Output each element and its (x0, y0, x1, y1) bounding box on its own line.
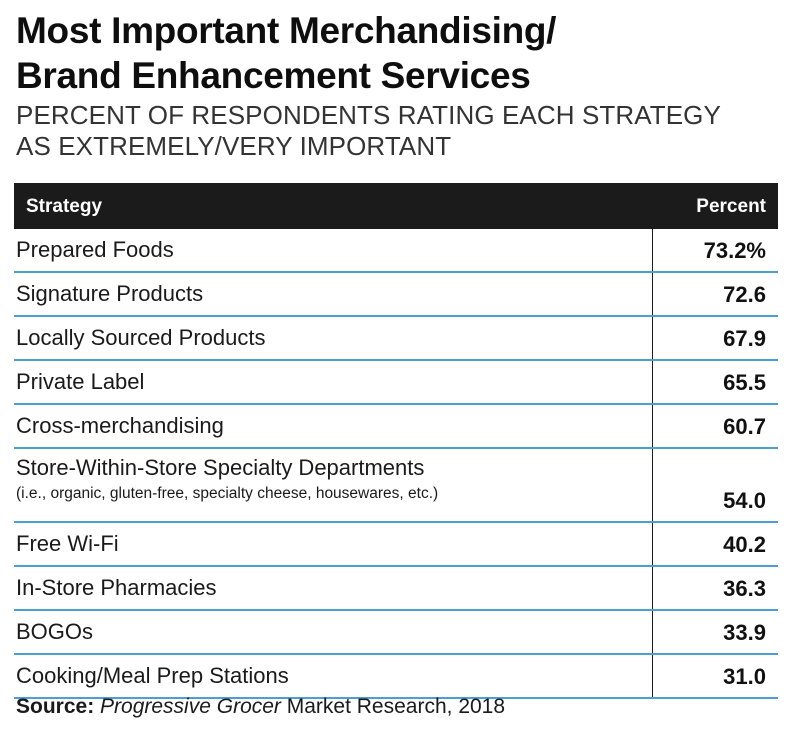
strategy-label: Cooking/Meal Prep Stations (16, 663, 289, 689)
title-line-2: Brand Enhancement Services (16, 55, 531, 96)
percent-value: 40.2 (723, 532, 766, 557)
table-row: Store-Within-Store Specialty Departments… (14, 449, 778, 523)
strategy-name: Cooking/Meal Prep Stations (16, 663, 289, 688)
subtitle-line-2: AS EXTREMELY/VERY IMPORTANT (16, 131, 452, 161)
percent-value: 54.0 (723, 488, 766, 513)
strategy-label: Prepared Foods (16, 237, 174, 263)
strategy-label: In-Store Pharmacies (16, 575, 217, 601)
table-row: Free Wi-Fi 40.2 (14, 523, 778, 567)
strategy-name: Prepared Foods (16, 237, 174, 262)
strategy-detail: (i.e., organic, gluten-free, specialty c… (16, 485, 439, 502)
column-divider (652, 229, 653, 699)
percent-value: 36.3 (723, 576, 766, 601)
table-row: BOGOs 33.9 (14, 611, 778, 655)
strategy-name: Locally Sourced Products (16, 325, 266, 350)
source-note: Source: Progressive Grocer Market Resear… (16, 695, 505, 719)
strategy-name: In-Store Pharmacies (16, 575, 217, 600)
title-line-1: Most Important Merchandising/ (16, 10, 557, 51)
table-row: Signature Products 72.6 (14, 273, 778, 317)
column-header-percent: Percent (696, 196, 766, 217)
percent-value: 73.2% (703, 238, 766, 263)
percent-value: 67.9 (723, 326, 766, 351)
chart-title: Most Important Merchandising/ Brand Enha… (16, 8, 786, 98)
strategy-name: BOGOs (16, 619, 94, 644)
percent-value: 72.6 (723, 282, 766, 307)
table-body: Prepared Foods 73.2% Signature Products 72.… (14, 229, 778, 699)
table-row: Cooking/Meal Prep Stations 31.0 (14, 655, 778, 699)
percent-value: 31.0 (723, 664, 766, 689)
strategy-label: Signature Products (16, 281, 203, 307)
source-rest: Market Research, 2018 (280, 695, 506, 718)
data-table: Strategy Percent Prepared Foods 73.2% Sign… (14, 183, 778, 699)
strategy-name: Private Label (16, 369, 145, 394)
column-header-strategy: Strategy (26, 196, 103, 217)
strategy-name: Free Wi-Fi (16, 531, 119, 556)
subtitle-line-1: PERCENT OF RESPONDENTS RATING EACH STRAT… (16, 100, 721, 130)
strategy-label: Locally Sourced Products (16, 325, 265, 351)
table-row: Locally Sourced Products 67.9 (14, 317, 778, 361)
strategy-label: Free Wi-Fi (16, 531, 119, 557)
table-row: Private Label 65.5 (14, 361, 778, 405)
percent-value: 65.5 (723, 370, 766, 395)
table-row: Prepared Foods 73.2% (14, 229, 778, 273)
table-header: Strategy Percent (14, 183, 778, 229)
strategy-label: Store-Within-Store Specialty Departments… (16, 455, 438, 505)
percent-value: 60.7 (723, 414, 766, 439)
strategy-name: Cross-merchandising (16, 413, 224, 438)
percent-value: 33.9 (723, 620, 766, 645)
source-publication: Progressive Grocer (100, 695, 281, 718)
table-row: In-Store Pharmacies 36.3 (14, 567, 778, 611)
strategy-name: Store-Within-Store Specialty Departments (16, 455, 425, 480)
strategy-label: Private Label (16, 369, 144, 395)
strategy-name: Signature Products (16, 281, 204, 306)
chart-subtitle: PERCENT OF RESPONDENTS RATING EACH STRAT… (16, 100, 791, 162)
strategy-label: BOGOs (16, 619, 93, 645)
source-label: Source: (16, 695, 95, 718)
table-row: Cross-merchandising 60.7 (14, 405, 778, 449)
strategy-label: Cross-merchandising (16, 413, 224, 439)
